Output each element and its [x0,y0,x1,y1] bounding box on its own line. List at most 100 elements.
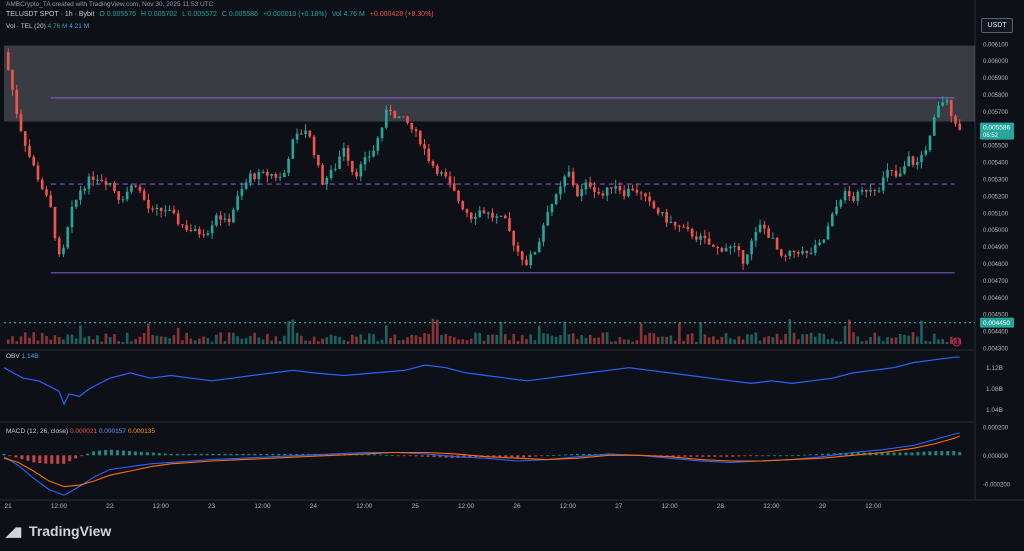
volume-bar [346,341,350,344]
candle-body [712,244,715,247]
candle-body [15,89,19,114]
time-tick: 22 [106,503,114,510]
candle-body [6,52,10,70]
volume-bar [49,339,53,344]
volume-bar [83,337,87,344]
candle-body [533,252,537,255]
candle-body [656,208,660,214]
obv-legend[interactable]: OBV 1.14B [6,353,39,360]
candle-body [66,227,70,248]
price-tick: 0.005000 [983,228,1009,234]
candle-body [593,187,596,192]
candle-body [928,135,932,151]
candle-body [74,199,78,207]
volume-bar [185,332,188,344]
volume-bar [452,337,456,344]
candle-body [261,171,265,173]
macd-histogram-bar [145,452,149,456]
macd-histogram-bar [62,455,66,464]
volume-bar [673,340,677,344]
volume-bar [176,327,180,344]
candle-body [249,173,252,183]
candle-body [864,189,868,192]
macd-histogram-bar [928,451,932,456]
candle-body [410,122,414,130]
macd-histogram-bar [420,455,424,457]
time-tick: 27 [615,503,623,510]
candle-body [699,235,702,240]
macd-histogram-bar [74,455,78,459]
volume-bar [87,336,91,344]
volume-bar [79,325,82,344]
macd-histogram-bar [850,452,854,456]
candle-body [380,127,384,139]
candle-body [423,144,426,149]
volume-bar [767,336,770,344]
macd-histogram-bar [528,455,532,457]
time-tick: 12:00 [356,503,373,510]
volume-bar [321,338,324,344]
time-tick: 26 [513,503,521,510]
candle-body [291,139,295,159]
candle-body [397,116,401,119]
volume-bar [113,334,116,344]
volume-bar [542,333,545,344]
volume-bar [771,337,775,344]
volume-bar [96,335,99,344]
macd-histogram-bar [462,455,466,458]
volume-bar [121,341,125,344]
candle-body [529,254,533,266]
candle-body [911,156,915,166]
open-value: O 0.005576 [99,11,136,18]
macd-histogram-bar [558,454,562,456]
candle-body [537,241,541,253]
macd-histogram-bar [331,453,335,456]
macd-histogram-bar [808,454,812,456]
volume-bar [244,338,248,344]
volume-bar [822,333,826,344]
symbol-label[interactable]: TELUSDT SPOT · 1h · Bybit [6,11,95,18]
currency-button[interactable]: USDT [981,18,1013,33]
volume-bar [15,341,19,344]
candle-body [767,228,770,238]
volume-bar [835,340,838,344]
price-tick: 0.004500 [983,313,1009,319]
candle-body [826,226,830,240]
tradingview-logo[interactable]: ◢▮ TradingView [6,523,111,540]
candle-body [151,208,154,210]
candle-body [185,225,188,230]
obv-line [3,356,960,406]
volume-bar [915,336,919,344]
volume-bar [648,332,651,344]
macd-histogram-bar [98,450,102,456]
macd-legend[interactable]: MACD (12, 26, close) 0.000021 0.000157 0… [6,428,155,435]
macd-histogram-bar [779,455,783,457]
candle-body [813,244,817,253]
candle-body [597,191,600,194]
candle-body [257,172,261,180]
candle-body [125,191,129,200]
volume-bar [155,335,159,344]
volume-bar [886,337,889,344]
macd-histogram-bar [922,451,926,456]
candle-body [49,195,53,207]
price-tick: 0.005500 [983,144,1009,150]
macd-histogram-bar [396,455,400,457]
time-tick: 12:00 [458,503,475,510]
candle-body [958,123,962,130]
volume-bar [678,323,681,344]
macd-histogram-bar [790,455,794,457]
candle-body [130,185,133,192]
candle-body [142,190,146,200]
volume-bar [605,332,609,344]
volume-bar [151,334,154,344]
vol-legend[interactable]: Vol · TEL (20) 4.76 M 4.21 M [6,23,89,30]
volume-bar [877,336,881,344]
volume-bar [312,336,316,344]
volume-bar [954,339,957,344]
macd-histogram-bar [880,452,884,456]
volume-bar [147,323,150,344]
volume-bar [32,332,36,344]
volume-bar [168,338,171,344]
